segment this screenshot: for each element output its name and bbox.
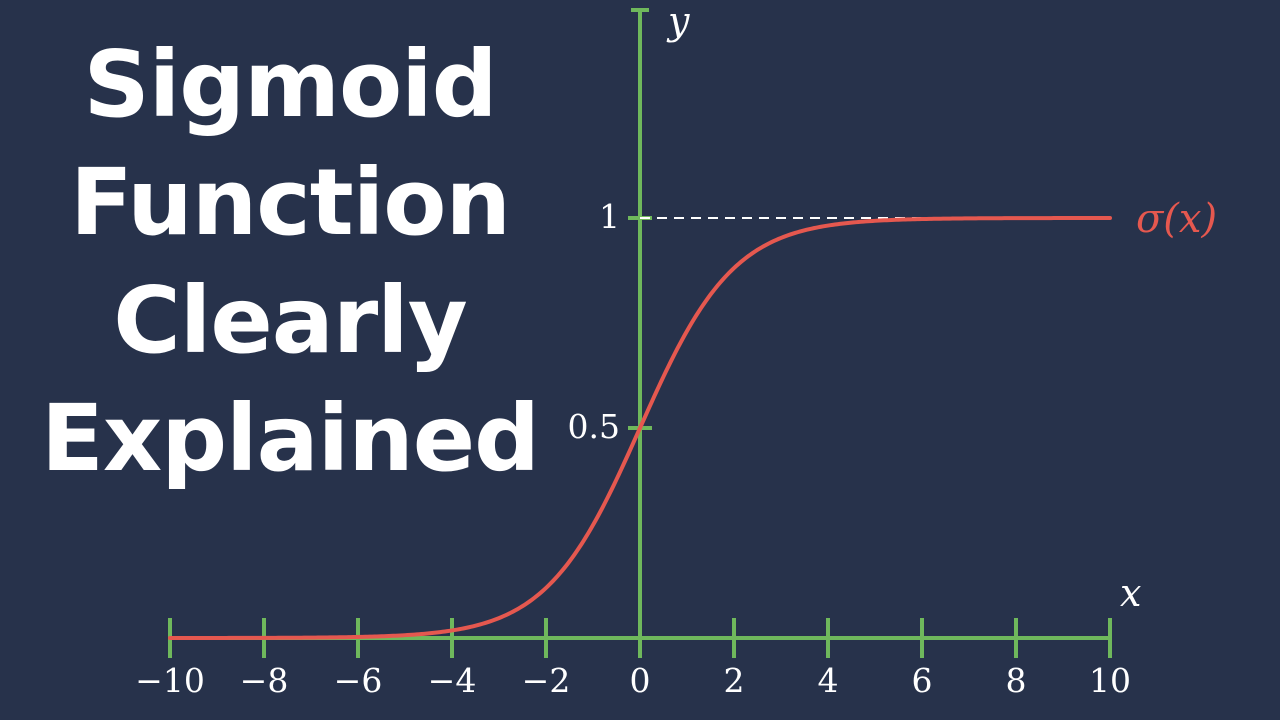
y-axis-label: y	[666, 0, 690, 43]
y-tick-label: 1	[599, 197, 620, 236]
x-tick-label: 0	[630, 661, 651, 700]
x-tick-label: −10	[135, 661, 205, 700]
series-label: σ(x)	[1136, 196, 1217, 242]
sigmoid-curve	[168, 216, 1112, 640]
y-tick-label: 0.5	[568, 407, 620, 446]
title-line: Explained	[41, 385, 540, 492]
x-tick-label: 10	[1089, 661, 1131, 700]
x-tick-label: 8	[1006, 661, 1027, 700]
x-tick-label: −8	[240, 661, 289, 700]
x-tick-label: 4	[818, 661, 839, 700]
x-tick-label: 6	[912, 661, 933, 700]
x-tick-label: 2	[724, 661, 745, 700]
title-line: Sigmoid	[83, 31, 497, 138]
x-axis-label: x	[1120, 571, 1141, 615]
title-line: Clearly	[113, 267, 467, 374]
x-tick-label: −4	[428, 661, 477, 700]
x-tick-label: −6	[334, 661, 383, 700]
title: Sigmoid Function Clearly Explained	[0, 26, 580, 498]
title-line: Function	[69, 149, 511, 256]
x-tick-label: −2	[522, 661, 571, 700]
